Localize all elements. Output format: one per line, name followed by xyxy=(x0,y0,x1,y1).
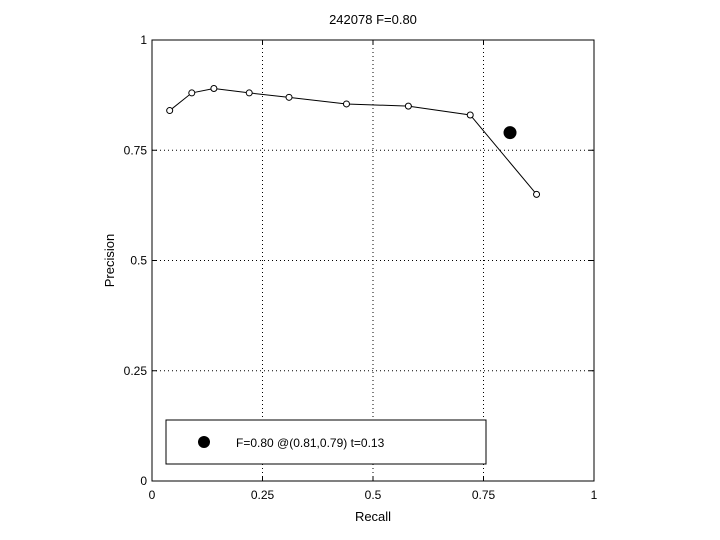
legend: F=0.80 @(0.81,0.79) t=0.13 xyxy=(165,419,487,465)
data-point xyxy=(466,111,474,119)
data-point xyxy=(166,107,174,115)
legend-marker xyxy=(198,436,210,448)
legend-text: F=0.80 @(0.81,0.79) t=0.13 xyxy=(236,436,385,450)
data-point xyxy=(245,89,253,97)
grid xyxy=(152,40,594,481)
x-tick-label: 0 xyxy=(149,488,156,502)
y-tick-label: 1 xyxy=(140,33,147,47)
y-tick-label: 0 xyxy=(140,474,147,488)
data-point xyxy=(533,190,541,198)
x-axis-label: Recall xyxy=(355,509,391,524)
data-point xyxy=(210,85,218,93)
x-tick-label: 1 xyxy=(591,488,598,502)
data-point xyxy=(404,102,412,110)
legend-box xyxy=(165,419,487,465)
series-points xyxy=(166,85,541,198)
data-point xyxy=(342,100,350,108)
y-axis-label: Precision xyxy=(102,234,117,287)
axis-ticks: 0 0.25 0.5 0.75 1 0 0.25 0.5 0.75 1 xyxy=(124,33,598,502)
best-f-point xyxy=(503,126,517,140)
y-tick-label: 0.25 xyxy=(124,364,148,378)
series-line xyxy=(169,88,537,195)
x-tick-label: 0.25 xyxy=(251,488,275,502)
chart-title: 242078 F=0.80 xyxy=(329,12,417,27)
data-point xyxy=(285,93,293,101)
y-tick-label: 0.75 xyxy=(124,143,148,157)
y-tick-label: 0.5 xyxy=(130,254,147,268)
x-tick-label: 0.75 xyxy=(472,488,496,502)
data-point xyxy=(188,89,196,97)
x-tick-label: 0.5 xyxy=(365,488,382,502)
